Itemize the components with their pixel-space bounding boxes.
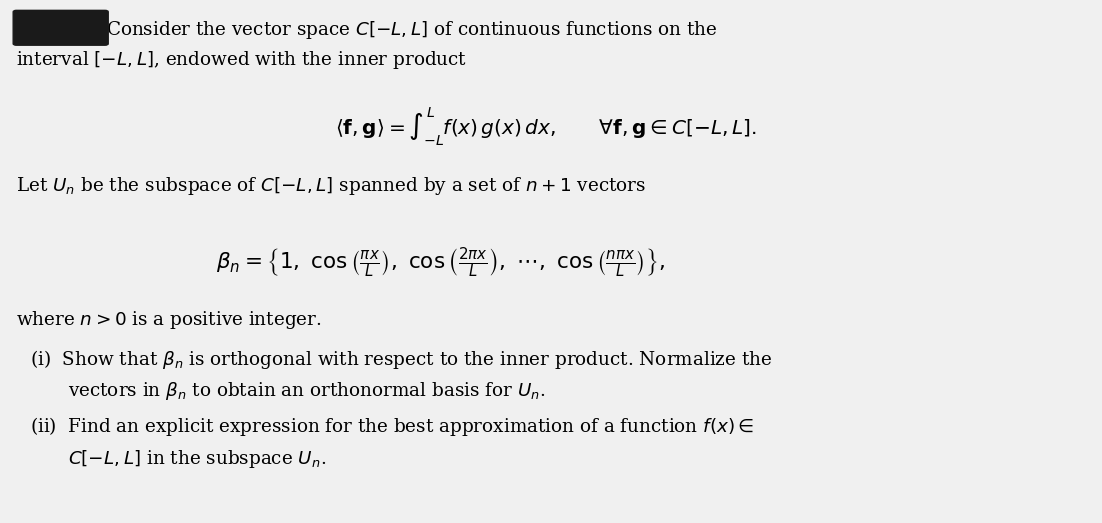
Text: Consider the vector space $C[-L, L]$ of continuous functions on the: Consider the vector space $C[-L, L]$ of …: [106, 19, 717, 41]
Text: $\langle \mathbf{f}, \mathbf{g} \rangle = \int_{-L}^{L} f(x)\, g(x)\, dx, \qquad: $\langle \mathbf{f}, \mathbf{g} \rangle …: [335, 106, 757, 149]
Text: vectors in $\beta_n$ to obtain an orthonormal basis for $U_n$.: vectors in $\beta_n$ to obtain an orthon…: [68, 380, 545, 402]
Text: Let $U_n$ be the subspace of $C[-L, L]$ spanned by a set of $n+1$ vectors: Let $U_n$ be the subspace of $C[-L, L]$ …: [17, 175, 647, 197]
Text: where $n > 0$ is a positive integer.: where $n > 0$ is a positive integer.: [17, 310, 322, 332]
Text: (ii)  Find an explicit expression for the best approximation of a function $f(x): (ii) Find an explicit expression for the…: [31, 415, 755, 438]
Text: interval $[-L, L]$, endowed with the inner product: interval $[-L, L]$, endowed with the inn…: [17, 49, 467, 71]
FancyBboxPatch shape: [13, 10, 108, 45]
Text: $C[-L, L]$ in the subspace $U_n$.: $C[-L, L]$ in the subspace $U_n$.: [68, 448, 326, 470]
Text: $\beta_n = \left\{ 1,\ \cos\left(\frac{\pi x}{L}\right),\ \cos\left(\frac{2\pi x: $\beta_n = \left\{ 1,\ \cos\left(\frac{\…: [216, 245, 666, 280]
Text: (i)  Show that $\beta_n$ is orthogonal with respect to the inner product. Normal: (i) Show that $\beta_n$ is orthogonal wi…: [31, 348, 773, 371]
